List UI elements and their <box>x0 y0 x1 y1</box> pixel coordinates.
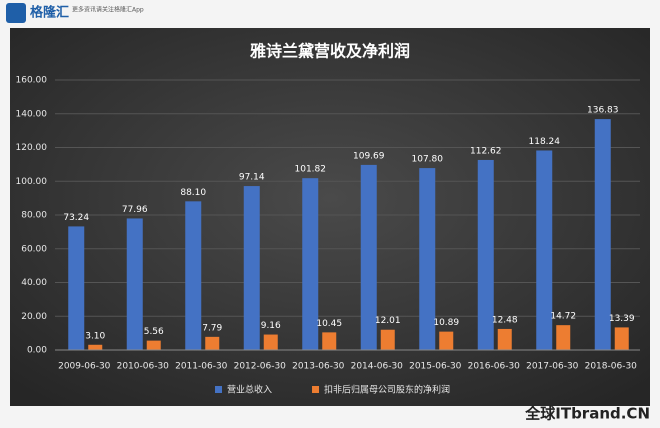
data-label: 88.10 <box>180 188 206 198</box>
data-label: 107.80 <box>412 155 444 165</box>
bar <box>360 164 377 350</box>
tagline: 更多资讯请关注格隆汇App <box>72 6 144 14</box>
data-label: 73.24 <box>63 213 89 223</box>
y-tick-label: 100.00 <box>16 177 48 187</box>
x-tick-label: 2018-06-30 <box>585 362 638 372</box>
legend-swatch <box>312 386 320 393</box>
legend-label: 扣非后归属母公司股东的净利润 <box>324 384 450 396</box>
data-label: 101.82 <box>295 165 327 175</box>
x-tick-label: 2012-06-30 <box>234 362 287 372</box>
data-label: 13.39 <box>609 314 635 324</box>
legend-swatch <box>215 386 222 393</box>
y-tick-label: 0.00 <box>27 346 47 356</box>
data-label: 112.62 <box>470 146 502 156</box>
x-tick-label: 2010-06-30 <box>117 362 170 372</box>
bar <box>243 186 260 350</box>
bar <box>594 119 611 351</box>
watermark: 全球ITbrand.CN <box>524 405 650 423</box>
bar <box>439 331 454 350</box>
logo: 格隆汇 <box>30 5 69 21</box>
data-label: 14.72 <box>550 312 576 322</box>
data-label: 10.45 <box>316 319 342 329</box>
bar <box>536 150 553 350</box>
y-tick-label: 40.00 <box>21 278 47 288</box>
x-tick-label: 2009-06-30 <box>58 362 111 372</box>
x-tick-label: 2014-06-30 <box>351 362 404 372</box>
y-tick-label: 20.00 <box>21 312 47 322</box>
data-label: 7.79 <box>202 323 222 333</box>
bar <box>380 329 395 350</box>
bar <box>477 159 494 350</box>
bar <box>556 325 571 350</box>
data-label: 97.14 <box>239 173 265 183</box>
bar <box>419 168 436 350</box>
bar <box>88 344 103 350</box>
bar <box>126 218 143 350</box>
bar <box>185 201 202 350</box>
x-tick-label: 2017-06-30 <box>526 362 579 372</box>
x-tick-label: 2015-06-30 <box>409 362 462 372</box>
y-tick-label: 160.00 <box>16 76 48 86</box>
bar <box>205 336 220 350</box>
bar <box>263 334 278 350</box>
data-label: 77.96 <box>122 205 148 215</box>
y-tick-label: 140.00 <box>16 109 48 119</box>
y-tick-label: 120.00 <box>16 143 48 153</box>
data-label: 10.89 <box>433 318 459 328</box>
y-tick-label: 60.00 <box>21 244 47 254</box>
bar <box>68 226 85 350</box>
data-label: 5.56 <box>144 327 164 337</box>
bar <box>302 178 319 350</box>
chart-title: 雅诗兰黛营收及净利润 <box>249 42 410 61</box>
data-label: 109.69 <box>353 151 385 161</box>
data-label: 12.48 <box>492 315 518 325</box>
x-tick-label: 2011-06-30 <box>175 362 228 372</box>
legend-label: 营业总收入 <box>227 384 272 396</box>
bar <box>497 328 512 350</box>
logo-icon <box>6 3 26 23</box>
data-label: 3.10 <box>85 331 105 341</box>
data-label: 136.83 <box>587 106 619 116</box>
bar <box>614 327 629 350</box>
x-tick-label: 2016-06-30 <box>468 362 521 372</box>
x-tick-label: 2013-06-30 <box>292 362 345 372</box>
data-label: 118.24 <box>529 137 561 147</box>
bar <box>146 340 161 350</box>
data-label: 9.16 <box>261 321 281 331</box>
bar <box>322 332 337 350</box>
data-label: 12.01 <box>375 316 401 326</box>
y-tick-label: 80.00 <box>21 211 47 221</box>
